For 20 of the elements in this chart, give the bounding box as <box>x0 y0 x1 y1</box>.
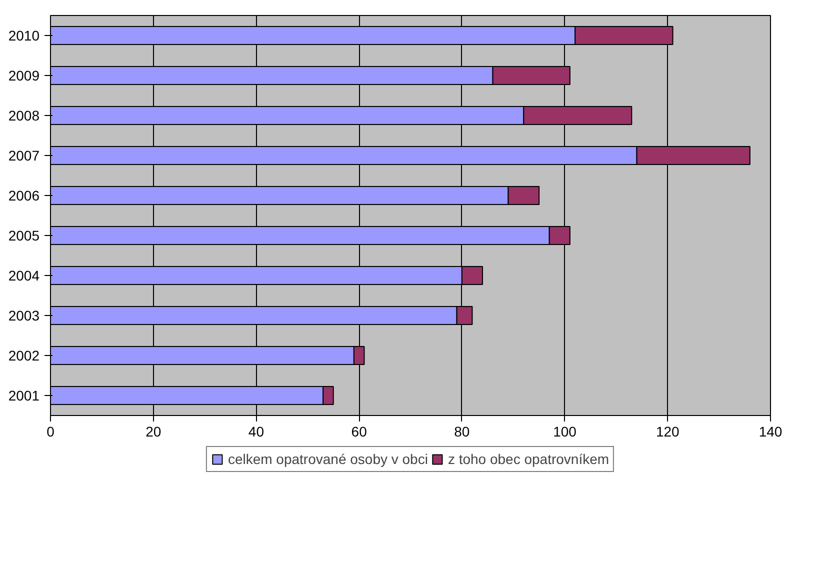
legend-label: celkem opatrované osoby v obci <box>228 451 428 467</box>
x-tick-label: 100 <box>553 424 577 440</box>
y-tick-label: 2008 <box>8 108 40 124</box>
x-tick-label: 120 <box>656 424 680 440</box>
x-tick-label: 0 <box>46 424 55 440</box>
legend-label: z toho obec opatrovníkem <box>448 451 610 467</box>
y-tick-label: 2009 <box>8 68 40 84</box>
y-tick-label: 2001 <box>8 388 40 404</box>
y-tick-label: 2003 <box>8 308 40 324</box>
y-tick-label: 2007 <box>8 148 40 164</box>
x-tick-label: 60 <box>351 424 368 440</box>
y-tick-label: 2010 <box>8 28 40 44</box>
x-tick-label: 80 <box>454 424 470 440</box>
y-tick-label: 2005 <box>8 228 40 244</box>
y-tick-label: 2006 <box>8 188 40 204</box>
x-tick-label: 40 <box>248 424 264 440</box>
x-tick-label: 20 <box>146 424 162 440</box>
y-tick-label: 2004 <box>8 268 40 284</box>
x-tick-label: 140 <box>758 424 782 440</box>
y-tick-label: 2002 <box>8 348 40 364</box>
